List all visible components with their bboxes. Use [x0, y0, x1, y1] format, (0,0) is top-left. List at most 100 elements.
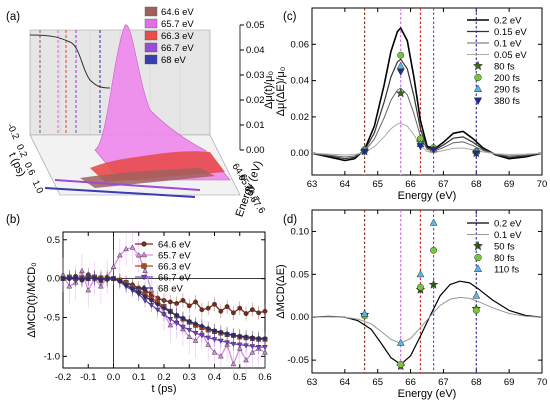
x-tick-label: -0.1 — [80, 372, 96, 383]
x-tick-label: 0.5 — [233, 372, 246, 383]
legend-label: 64.6 eV — [158, 240, 191, 251]
y-tick-label: 0.06 — [291, 39, 310, 50]
legend-label: 65.7 eV — [161, 19, 194, 30]
x-tick-label: 66 — [405, 377, 416, 388]
series-point — [205, 335, 212, 341]
legend-label: 64.6 eV — [161, 7, 194, 18]
x-tick-label: 0.1 — [132, 372, 145, 383]
z-tick-label: 0.00 — [246, 145, 265, 156]
x-tick-label: 68 — [471, 179, 482, 190]
legend-marker — [140, 274, 148, 281]
trace-66-7-ev — [54, 179, 201, 191]
legend-label: 66.7 eV — [158, 273, 191, 284]
legend-label: 0.05 eV — [494, 50, 527, 61]
model-curve — [311, 296, 543, 344]
legend-label: 68 eV — [158, 284, 183, 295]
series-point — [161, 305, 167, 312]
legend-swatch — [144, 54, 158, 65]
series-point — [92, 274, 98, 281]
plot-frame — [311, 7, 543, 176]
x-axis-label: t (ps) — [151, 383, 176, 395]
panel-a-3d-plot: 0.000.010.020.030.040.05Δμ(t)/μ₀64.665.7… — [4, 6, 275, 219]
legend-marker — [141, 241, 147, 247]
series-point — [205, 325, 211, 332]
legend-swatch — [144, 42, 158, 53]
series-point — [136, 289, 142, 296]
panel-label-d: (d) — [283, 214, 297, 226]
series-point — [66, 283, 73, 289]
y-tick-label: -0.05 — [287, 355, 309, 366]
y-axis-label: ΔMCD(ΔE) — [275, 264, 287, 318]
panel-label-a: (a) — [6, 11, 20, 23]
x-tick-label: 65 — [372, 377, 383, 388]
plot-frame — [311, 209, 543, 374]
legend-marker — [474, 253, 482, 262]
y-tick-label: 0.00 — [291, 148, 310, 159]
x-tick-label: 68 — [471, 377, 482, 388]
z-tick-label: 0.03 — [246, 70, 265, 81]
y-tick-label: 0.04 — [291, 76, 310, 87]
y-tick-label: 0.5 — [47, 235, 60, 246]
data-point — [396, 338, 405, 346]
panel-b-chart: -0.2 -0.1 0.0 0.1 0.2 0.3 0.4 0.5 0.6 -1.0 -0.5 0.0… — [26, 230, 272, 395]
series-point — [110, 263, 117, 269]
data-point — [430, 246, 438, 254]
series-point — [167, 309, 173, 316]
legend-swatch — [144, 18, 158, 29]
series-point — [129, 244, 136, 250]
data-point — [416, 143, 425, 151]
x-tick-label: 64 — [340, 377, 351, 388]
time-tick-label: 1.0 — [30, 179, 46, 196]
data-point — [395, 88, 406, 98]
legend-label: 0.2 eV — [494, 219, 522, 230]
legend-label: 290 fs — [494, 85, 520, 96]
series-point — [123, 281, 129, 288]
panel-d-chart: 63 64 65 66 67 68 69 70 -0.05 0.00 0.05 0.10 Energy … — [275, 209, 548, 400]
model-curve — [311, 122, 543, 156]
series-point — [217, 353, 224, 359]
series-point — [60, 275, 66, 282]
series-point — [98, 276, 104, 283]
legend-marker — [473, 264, 483, 272]
series-point — [186, 318, 192, 325]
legend-label: 110 fs — [494, 265, 519, 276]
x-tick-label: 0.2 — [157, 372, 170, 383]
data-point — [429, 218, 438, 226]
legend-label: 66.3 eV — [158, 262, 191, 273]
legend-swatch — [144, 30, 158, 41]
x-tick-label: 0.0 — [107, 372, 120, 383]
x-axis-label: Energy (eV) — [398, 388, 457, 400]
data-point — [416, 283, 424, 291]
time-tick-label: -0.2 — [4, 122, 21, 141]
y-tick-label: 0.02 — [291, 112, 310, 123]
x-tick-label: 0.4 — [208, 372, 221, 383]
x-tick-label: 70 — [537, 377, 548, 388]
y-tick-label: 0.10 — [291, 226, 310, 237]
series-point — [243, 357, 249, 363]
series-point — [243, 333, 249, 340]
spectrum-curve — [29, 34, 111, 89]
data-point — [472, 291, 481, 299]
series-point — [193, 299, 199, 305]
data-point — [472, 150, 481, 158]
series-point — [199, 323, 205, 330]
series-point — [66, 275, 72, 282]
series-point — [85, 275, 91, 282]
data-point — [397, 51, 405, 59]
legend-label: 66.7 eV — [161, 43, 194, 54]
x-tick-label: 0.6 — [258, 372, 271, 383]
x-tick-label: 63 — [307, 179, 318, 190]
y-tick-label: 0.05 — [291, 269, 310, 280]
series-point — [192, 331, 199, 337]
time-tick-label: 0.2 — [14, 143, 30, 160]
series-point — [211, 327, 218, 334]
x-tick-label: 66 — [405, 179, 416, 190]
series-point — [218, 329, 224, 336]
series-point — [249, 307, 255, 313]
data-point — [396, 68, 405, 76]
series-point — [256, 310, 262, 316]
series-point — [79, 276, 85, 283]
area-65-7-ev — [94, 24, 231, 181]
legend-marker — [141, 284, 147, 292]
z-tick-label: 0.04 — [246, 45, 265, 56]
